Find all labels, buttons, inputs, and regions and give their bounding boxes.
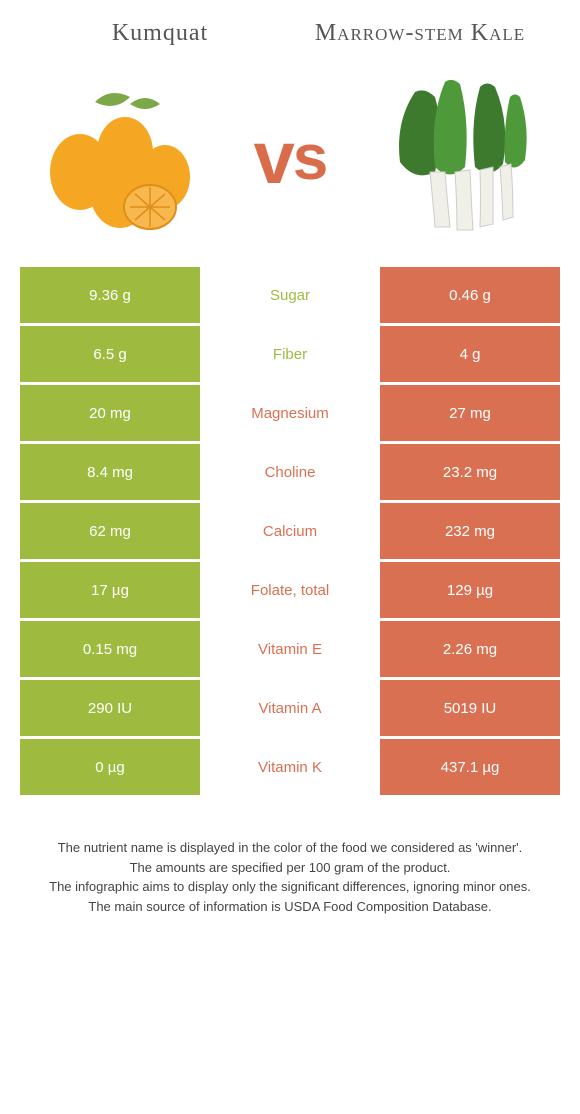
right-value-cell: 23.2 mg: [380, 444, 560, 500]
nutrient-label: Vitamin E: [200, 621, 380, 677]
right-value-cell: 129 µg: [380, 562, 560, 618]
nutrient-label: Sugar: [200, 267, 380, 323]
right-value-cell: 4 g: [380, 326, 560, 382]
footer-line: The nutrient name is displayed in the co…: [20, 838, 560, 858]
nutrient-table: 9.36 gSugar0.46 g6.5 gFiber4 g20 mgMagne…: [0, 267, 580, 795]
left-value-cell: 0.15 mg: [20, 621, 200, 677]
images-row: vs: [0, 57, 580, 267]
table-row: 17 µgFolate, total129 µg: [20, 562, 560, 618]
left-value-cell: 8.4 mg: [20, 444, 200, 500]
table-row: 62 mgCalcium232 mg: [20, 503, 560, 559]
right-value-cell: 0.46 g: [380, 267, 560, 323]
left-food-image: [30, 67, 210, 247]
footer-notes: The nutrient name is displayed in the co…: [0, 798, 580, 916]
left-food-title: Kumquat: [30, 20, 290, 47]
table-row: 20 mgMagnesium27 mg: [20, 385, 560, 441]
right-value-cell: 232 mg: [380, 503, 560, 559]
left-value-cell: 290 IU: [20, 680, 200, 736]
right-value-cell: 2.26 mg: [380, 621, 560, 677]
table-row: 8.4 mgCholine23.2 mg: [20, 444, 560, 500]
nutrient-label: Choline: [200, 444, 380, 500]
table-row: 290 IUVitamin A5019 IU: [20, 680, 560, 736]
kale-icon: [375, 72, 545, 242]
footer-line: The amounts are specified per 100 gram o…: [20, 858, 560, 878]
nutrient-label: Vitamin K: [200, 739, 380, 795]
right-value-cell: 5019 IU: [380, 680, 560, 736]
left-value-cell: 20 mg: [20, 385, 200, 441]
nutrient-label: Folate, total: [200, 562, 380, 618]
nutrient-label: Vitamin A: [200, 680, 380, 736]
left-value-cell: 9.36 g: [20, 267, 200, 323]
header: Kumquat Marrow-stem Kale: [0, 0, 580, 57]
table-row: 0 µgVitamin K437.1 µg: [20, 739, 560, 795]
right-food-title: Marrow-stem Kale: [290, 20, 550, 47]
nutrient-label: Calcium: [200, 503, 380, 559]
nutrient-label: Magnesium: [200, 385, 380, 441]
table-row: 6.5 gFiber4 g: [20, 326, 560, 382]
left-value-cell: 0 µg: [20, 739, 200, 795]
vs-label: vs: [254, 115, 327, 200]
left-value-cell: 17 µg: [20, 562, 200, 618]
right-value-cell: 437.1 µg: [380, 739, 560, 795]
footer-line: The infographic aims to display only the…: [20, 877, 560, 897]
left-value-cell: 6.5 g: [20, 326, 200, 382]
nutrient-label: Fiber: [200, 326, 380, 382]
right-food-image: [370, 67, 550, 247]
kumquat-icon: [35, 82, 205, 232]
table-row: 9.36 gSugar0.46 g: [20, 267, 560, 323]
right-value-cell: 27 mg: [380, 385, 560, 441]
table-row: 0.15 mgVitamin E2.26 mg: [20, 621, 560, 677]
footer-line: The main source of information is USDA F…: [20, 897, 560, 917]
left-value-cell: 62 mg: [20, 503, 200, 559]
